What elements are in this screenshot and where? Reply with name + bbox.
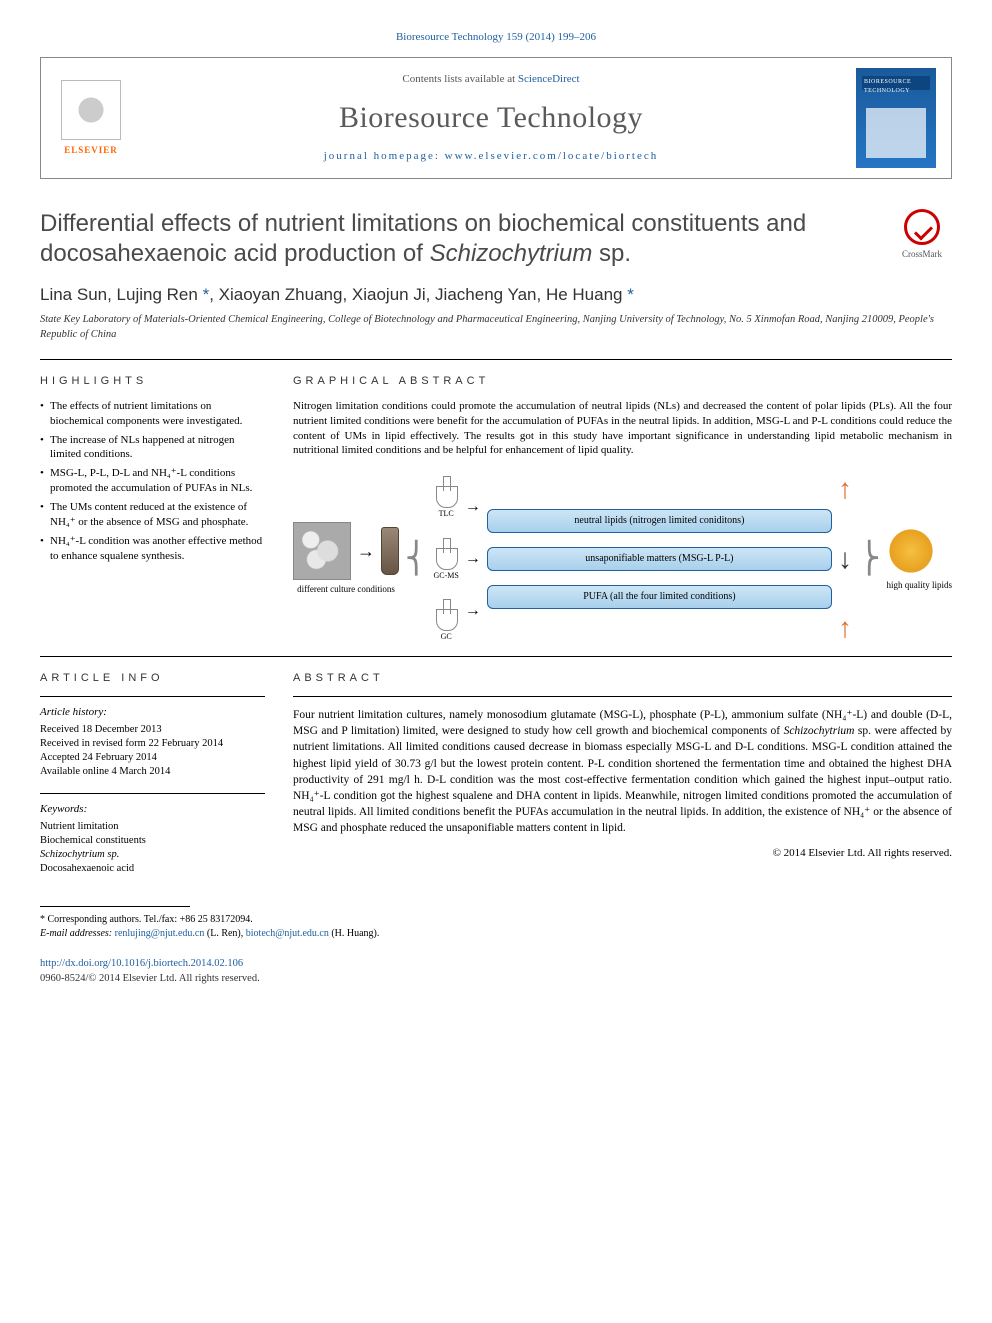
highlight-item: The effects of nutrient limitations on b… <box>40 399 265 429</box>
homepage-url[interactable]: www.elsevier.com/locate/biortech <box>445 150 659 162</box>
flask-icon <box>434 476 458 508</box>
diagram-right-label: high quality lipids <box>886 579 952 592</box>
issn-line: 0960-8524/© 2014 Elsevier Ltd. All right… <box>40 972 952 987</box>
graphical-abstract-text: Nitrogen limitation conditions could pro… <box>293 399 952 458</box>
keyword-item: Nutrient limitation <box>40 820 265 834</box>
highlight-item: The increase of NLs happened at nitrogen… <box>40 433 265 463</box>
email-line: E-mail addresses: renlujing@njut.edu.cn … <box>40 927 952 941</box>
abstract-text: Four nutrient limitation cultures, namel… <box>293 707 952 836</box>
arrow-down-icon: ↓ <box>838 540 852 579</box>
contents-line: Contents lists available at ScienceDirec… <box>141 72 841 87</box>
divider <box>40 656 952 657</box>
vial-icon <box>381 527 399 575</box>
arrow-up-icon: ↑ <box>838 470 852 509</box>
diagram-box: unsaponifiable matters (MSG-L P-L) <box>487 547 832 571</box>
keywords-heading: Keywords: <box>40 802 265 817</box>
highlight-item: MSG-L, P-L, D-L and NH₄⁺-L conditions pr… <box>40 466 265 496</box>
history-heading: Article history: <box>40 705 265 720</box>
highlight-item: The UMs content reduced at the existence… <box>40 500 265 530</box>
corresponding-author-note: * Corresponding authors. Tel./fax: +86 2… <box>40 913 952 927</box>
doi-link[interactable]: http://dx.doi.org/10.1016/j.biortech.201… <box>40 958 243 969</box>
publisher-logo: ELSEVIER <box>41 80 141 157</box>
keyword-item: Docosahexaenoic acid <box>40 862 265 876</box>
abstract-heading: ABSTRACT <box>293 671 952 686</box>
cells-icon <box>293 522 351 580</box>
history-line: Received in revised form 22 February 201… <box>40 737 265 751</box>
crossmark-badge[interactable]: CrossMark <box>892 209 952 261</box>
authors-list: Lina Sun, Lujing Ren *, Xiaoyan Zhuang, … <box>40 283 952 307</box>
diagram-box: PUFA (all the four limited conditions) <box>487 585 832 609</box>
divider <box>40 359 952 360</box>
history-line: Received 18 December 2013 <box>40 723 265 737</box>
footnote-divider <box>40 906 190 907</box>
lipid-icon <box>886 526 936 576</box>
homepage-line: journal homepage: www.elsevier.com/locat… <box>141 149 841 164</box>
paper-title: Differential effects of nutrient limitat… <box>40 209 872 269</box>
journal-reference: Bioresource Technology 159 (2014) 199–20… <box>40 30 952 45</box>
email-link[interactable]: renlujing@njut.edu.cn <box>115 928 205 939</box>
history-line: Accepted 24 February 2014 <box>40 751 265 765</box>
email-link[interactable]: biotech@njut.edu.cn <box>246 928 329 939</box>
diagram-box: neutral lipids (nitrogen limited conidit… <box>487 509 832 533</box>
arrow-up-icon: ↑ <box>838 609 852 648</box>
keyword-item: Biochemical constituents <box>40 834 265 848</box>
flask-icon <box>434 538 458 570</box>
journal-header: ELSEVIER Contents lists available at Sci… <box>40 57 952 179</box>
highlights-heading: HIGHLIGHTS <box>40 374 265 389</box>
highlight-item: NH₄⁺-L condition was another effective m… <box>40 534 265 564</box>
graphical-abstract-heading: GRAPHICAL ABSTRACT <box>293 374 952 389</box>
affiliation: State Key Laboratory of Materials-Orient… <box>40 313 952 342</box>
sciencedirect-link[interactable]: ScienceDirect <box>518 73 580 85</box>
highlights-list: The effects of nutrient limitations on b… <box>40 399 265 563</box>
copyright-line: © 2014 Elsevier Ltd. All rights reserved… <box>293 846 952 861</box>
diagram-left-label: different culture conditions <box>293 583 399 596</box>
publisher-name: ELSEVIER <box>51 144 131 157</box>
flask-icon <box>434 599 458 631</box>
keyword-item: Schizochytrium sp. <box>40 848 265 862</box>
journal-title: Bioresource Technology <box>141 97 841 139</box>
journal-cover-thumbnail: BIORESOURCE TECHNOLOGY <box>856 68 936 168</box>
graphical-abstract-diagram: → different culture conditions ⎨ TLC GC-… <box>293 470 952 648</box>
history-line: Available online 4 March 2014 <box>40 765 265 779</box>
article-info-heading: ARTICLE INFO <box>40 671 265 686</box>
